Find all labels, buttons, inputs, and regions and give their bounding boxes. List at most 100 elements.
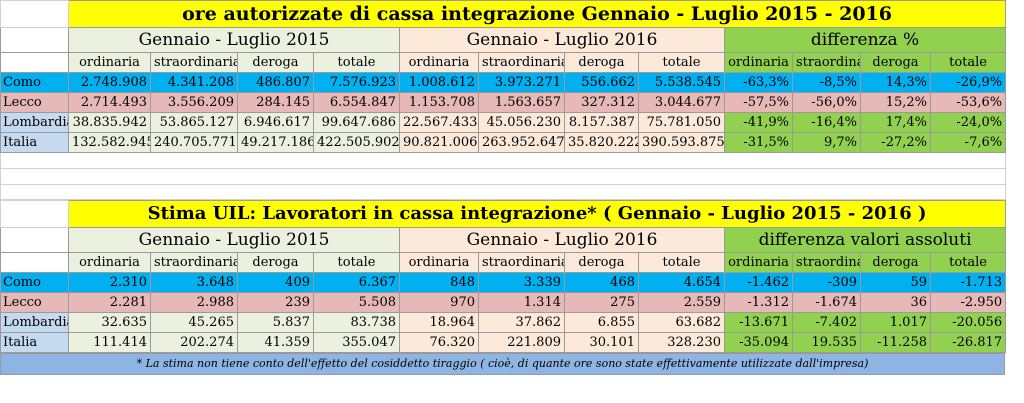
table-cell: 45.056.230 <box>478 112 565 133</box>
table-cell: 15,2% <box>860 92 931 113</box>
table-cell: 3.339 <box>478 272 565 293</box>
table-cell: -27,2% <box>860 132 931 153</box>
table-cell: 409 <box>237 272 314 293</box>
row-label: Lombardia <box>0 312 69 333</box>
group-2015: Gennaio - Luglio 2015 <box>68 227 400 253</box>
hours-subheader-row: ordinaria straordinaria deroga totale or… <box>0 52 1007 73</box>
table-cell: 2.559 <box>638 292 725 313</box>
table-cell: -309 <box>792 272 861 293</box>
row-label: Como <box>0 272 69 293</box>
col-header: straordinari <box>792 52 861 73</box>
table-row: Lombardia 32.635 45.265 5.837 83.738 18.964 37… <box>0 312 1007 333</box>
hours-table-title: ore autorizzate di cassa integrazione Ge… <box>67 0 1007 28</box>
table-cell: -57,5% <box>724 92 793 113</box>
table-cell: 18.964 <box>399 312 479 333</box>
table-cell: 4.341.208 <box>150 72 238 93</box>
workers-title-row: Stima UIL: Lavoratori in cassa integrazi… <box>0 200 1007 228</box>
table-cell: 5.508 <box>313 292 400 313</box>
table-row: Lecco 2.714.493 3.556.209 284.145 6.554.847 1… <box>0 92 1007 113</box>
col-header: ordinaria <box>724 52 793 73</box>
row-label: Lecco <box>0 92 69 113</box>
table-cell: 4.654 <box>638 272 725 293</box>
col-header: straordinaria <box>150 252 238 273</box>
table-cell: 6.855 <box>564 312 639 333</box>
row-label: Lecco <box>0 292 69 313</box>
table-cell: 202.274 <box>150 332 238 353</box>
col-header: deroga <box>564 52 639 73</box>
col-header: totale <box>638 252 725 273</box>
table-cell: 3.044.677 <box>638 92 725 113</box>
col-header: straordinaria <box>150 52 238 73</box>
table-cell: 328.230 <box>638 332 725 353</box>
table-cell: -8,5% <box>792 72 861 93</box>
table-cell: 1.153.708 <box>399 92 479 113</box>
table-cell: 32.635 <box>68 312 151 333</box>
col-header: ordinaria <box>68 52 151 73</box>
table-cell: 422.505.902 <box>313 132 400 153</box>
hours-group-row: Gennaio - Luglio 2015 Gennaio - Luglio 2… <box>0 27 1007 53</box>
table-cell: 83.738 <box>313 312 400 333</box>
hours-table: ore autorizzate di cassa integrazione Ge… <box>0 0 1007 200</box>
table-cell: 2.748.908 <box>68 72 151 93</box>
table-cell: -1.462 <box>724 272 793 293</box>
table-cell: 240.705.771 <box>150 132 238 153</box>
table-cell: 6.367 <box>313 272 400 293</box>
table-cell: 59 <box>860 272 931 293</box>
table-cell: -1.312 <box>724 292 793 313</box>
group-2016: Gennaio - Luglio 2016 <box>399 27 725 53</box>
col-header: straordinari <box>792 252 861 273</box>
table-cell: 2.281 <box>68 292 151 313</box>
row-label: Como <box>0 72 69 93</box>
table-cell: 38.835.942 <box>68 112 151 133</box>
col-header: ordinaria <box>399 252 479 273</box>
table-cell: -24,0% <box>929 112 1007 133</box>
table-row: Como 2.310 3.648 409 6.367 848 3.339 468 4.654 -1… <box>0 272 1007 293</box>
table-cell: 263.952.647 <box>478 132 565 153</box>
table-cell: 111.414 <box>68 332 151 353</box>
table-cell: 5.538.545 <box>638 72 725 93</box>
table-cell: -7.402 <box>792 312 861 333</box>
col-header: deroga <box>860 52 931 73</box>
table-cell: 19.535 <box>792 332 861 353</box>
table-cell: 355.047 <box>313 332 400 353</box>
table-cell: 3.556.209 <box>150 92 238 113</box>
table-cell: 37.862 <box>478 312 565 333</box>
col-header: totale <box>313 52 400 73</box>
footnote: * La stima non tiene conto dell'effetto … <box>0 353 1005 375</box>
workers-table-body: Como 2.310 3.648 409 6.367 848 3.339 468 4.654 -1… <box>0 272 1007 353</box>
table-cell: 2.310 <box>68 272 151 293</box>
col-header: totale <box>638 52 725 73</box>
col-header: deroga <box>564 252 639 273</box>
table-cell: 1.563.657 <box>478 92 565 113</box>
table-row: Lecco 2.281 2.988 239 5.508 970 1.314 275 2.559-… <box>0 292 1007 313</box>
table-cell: -7,6% <box>929 132 1007 153</box>
table-cell: 1.017 <box>860 312 931 333</box>
table-cell: 6.554.847 <box>313 92 400 113</box>
table-cell: 2.988 <box>150 292 238 313</box>
col-header: totale <box>929 52 1007 73</box>
table-cell: 7.576.923 <box>313 72 400 93</box>
table-cell: 5.837 <box>237 312 314 333</box>
table-cell: 284.145 <box>237 92 314 113</box>
table-cell: -16,4% <box>792 112 861 133</box>
table-cell: 468 <box>564 272 639 293</box>
table-cell: 132.582.945 <box>68 132 151 153</box>
table-cell: 90.821.006 <box>399 132 479 153</box>
workers-table: Stima UIL: Lavoratori in cassa integrazi… <box>0 200 1007 353</box>
table-cell: 3.973.271 <box>478 72 565 93</box>
workers-group-row: Gennaio - Luglio 2015 Gennaio - Luglio 2… <box>0 227 1007 253</box>
table-cell: -63,3% <box>724 72 793 93</box>
col-header: ordinaria <box>399 52 479 73</box>
table-cell: -41,9% <box>724 112 793 133</box>
group-2015: Gennaio - Luglio 2015 <box>68 27 400 53</box>
table-cell: 2.714.493 <box>68 92 151 113</box>
table-cell: -13.671 <box>724 312 793 333</box>
table-cell: 1.314 <box>478 292 565 313</box>
table-cell: -56,0% <box>792 92 861 113</box>
row-label: Italia <box>0 332 69 353</box>
table-cell: 390.593.875 <box>638 132 725 153</box>
table-cell: 30.101 <box>564 332 639 353</box>
table-cell: 848 <box>399 272 479 293</box>
group-2016: Gennaio - Luglio 2016 <box>399 227 725 253</box>
table-cell: 17,4% <box>860 112 931 133</box>
